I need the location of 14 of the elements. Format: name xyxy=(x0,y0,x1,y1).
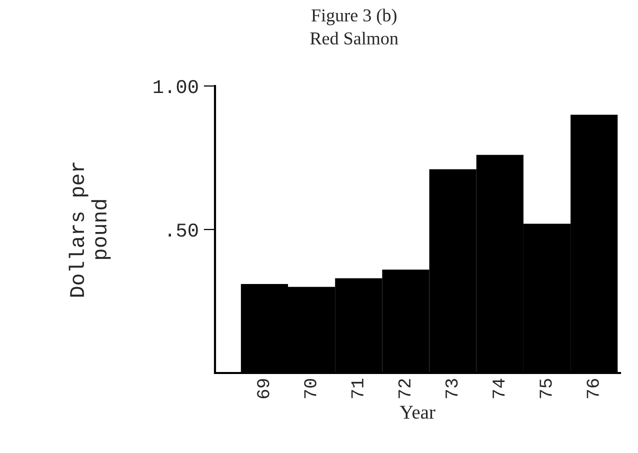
x-tick-label: 74 xyxy=(492,378,505,398)
x-axis-title: Year xyxy=(400,406,436,419)
y-tick-label: .50 xyxy=(168,224,198,237)
x-tick-label: 71 xyxy=(351,378,364,398)
x-tick-label: 70 xyxy=(304,378,316,398)
x-tick-label: 73 xyxy=(445,379,458,398)
x-tick-label: 69 xyxy=(257,379,270,398)
chart-subtitle: Red Salmon xyxy=(310,32,398,45)
chart-title: Figure 3 (b) xyxy=(311,8,396,26)
y-axis-title: Dollars per pound xyxy=(68,162,111,297)
x-tick-label: 76 xyxy=(586,379,599,398)
y-tick-label: 1.00 xyxy=(154,80,198,94)
x-tick-label: 72 xyxy=(398,379,410,398)
x-tick-label: 75 xyxy=(540,379,552,398)
